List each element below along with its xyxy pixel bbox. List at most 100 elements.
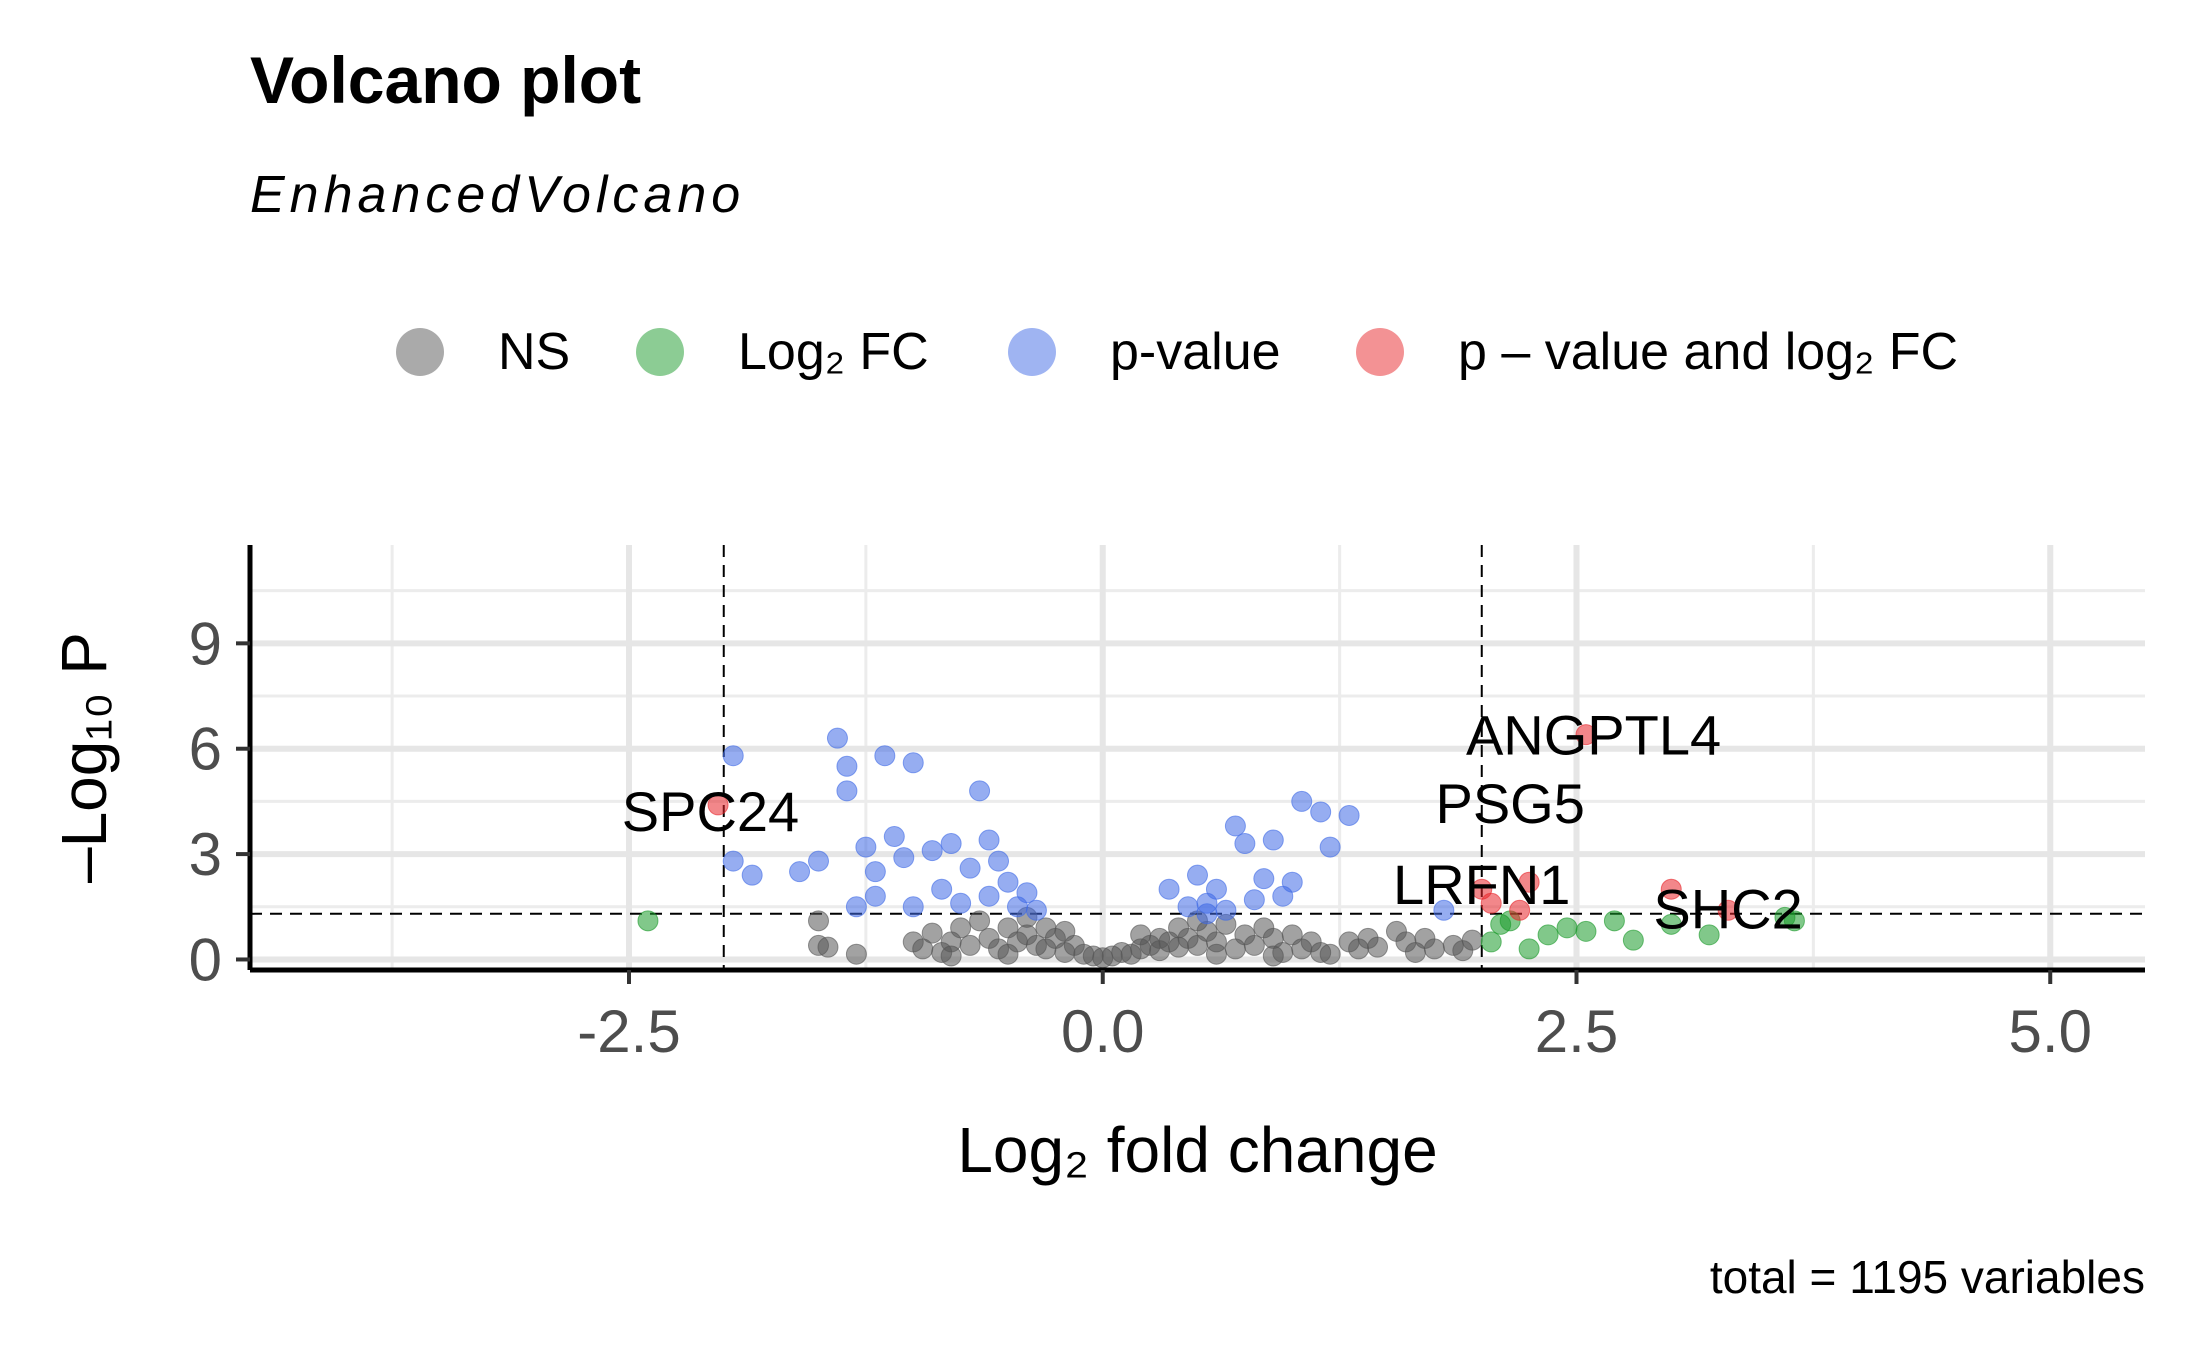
legend-label-pvalue-and-log2fc: p – value and log₂ FC [1458,323,1959,381]
x-tick-label: 0.0 [1061,998,1144,1065]
data-point-0 [1262,945,1284,967]
data-point-0 [1205,943,1227,965]
data-point-2 [864,861,886,883]
data-point-2 [1243,889,1265,911]
data-point-0 [1130,924,1152,946]
gene-label: SHC2 [1653,877,1802,940]
data-point-3 [1575,724,1597,746]
legend-item-log2fc: Log₂ FC [636,322,929,382]
data-point-2 [864,885,886,907]
data-point-2 [883,826,905,848]
data-point-2 [997,871,1019,893]
data-point-2 [855,836,877,858]
data-point-2 [1291,790,1313,812]
data-point-0 [940,945,962,967]
legend-dot-pvalue-and-log2fc [1356,328,1404,376]
data-point-3 [1660,878,1682,900]
data-point-2 [1319,836,1341,858]
data-point-1 [637,910,659,932]
data-point-2 [902,752,924,774]
data-point-2 [1215,899,1237,921]
data-point-0 [817,936,839,958]
data-point-1 [1480,931,1502,953]
data-point-2 [874,745,896,767]
data-point-1 [1660,913,1682,935]
data-point-0 [1319,943,1341,965]
gene-label: SPC24 [622,780,799,843]
data-point-2 [1205,878,1227,900]
data-point-0 [1243,934,1265,956]
legend-item-pvalue-and-log2fc: p – value and log₂ FC [1356,322,1958,382]
data-point-2 [789,861,811,883]
y-tick-label: 0 [189,926,222,993]
chart-title: Volcano plot [250,43,642,117]
legend: NS Log₂ FC p-value p – value and log₂ FC [0,322,2187,402]
data-point-3 [707,794,729,816]
data-point-3 [1480,892,1502,914]
x-tick-label: -2.5 [577,998,680,1065]
data-point-2 [836,780,858,802]
data-point-0 [950,917,972,939]
legend-dot-log2fc [636,328,684,376]
data-point-2 [1234,833,1256,855]
y-tick-label: 6 [189,716,222,783]
data-point-1 [1556,917,1578,939]
data-point-3 [1518,871,1540,893]
data-point-2 [1433,899,1455,921]
data-point-2 [1196,903,1218,925]
legend-dot-ns [396,328,444,376]
data-point-2 [1338,804,1360,826]
data-point-0 [1367,936,1389,958]
x-tick-label: 2.5 [1535,998,1618,1065]
data-point-1 [1783,910,1805,932]
data-point-0 [1054,920,1076,942]
data-point-2 [988,850,1010,872]
legend-label-ns: NS [498,323,571,381]
data-point-2 [741,864,763,886]
data-point-2 [940,833,962,855]
data-point-0 [845,943,867,965]
legend-label-log2fc: Log₂ FC [738,323,929,381]
data-point-2 [1187,864,1208,886]
data-point-2 [1281,871,1303,893]
data-point-2 [1177,896,1199,918]
data-point-2 [722,850,744,872]
data-point-2 [1262,829,1284,851]
data-point-2 [826,727,848,749]
data-point-2 [1224,815,1246,837]
data-point-1 [1518,938,1540,960]
chart-caption: total = 1195 variables [1709,1251,2145,1303]
chart-subtitle: EnhancedVolcano [250,166,746,224]
y-axis-title: –Log₁₀ P [48,632,120,883]
data-point-1 [1603,910,1625,932]
data-point-3 [1509,899,1531,921]
x-axis-title: Log₂ fold change [957,1114,1437,1186]
data-point-0 [997,943,1019,965]
y-tick-label: 3 [189,821,222,888]
gene-label: PSG5 [1435,772,1584,835]
data-point-0 [1461,929,1483,951]
data-point-2 [845,896,867,918]
legend-item-ns: NS [396,322,570,382]
data-point-2 [931,878,953,900]
data-point-2 [978,885,1000,907]
data-point-0 [808,910,829,932]
data-point-2 [722,745,744,767]
data-point-3 [1717,899,1739,921]
data-point-2 [1253,868,1275,890]
gene-label: ANGPTL4 [1466,704,1721,767]
data-point-2 [969,780,991,802]
data-point-2 [959,857,981,879]
data-point-1 [1622,929,1644,951]
data-point-1 [1698,924,1720,946]
data-point-2 [893,847,915,869]
x-tick-label: 5.0 [2009,998,2092,1065]
data-point-2 [1025,899,1047,921]
legend-item-pvalue: p-value [1008,322,1281,382]
legend-label-pvalue: p-value [1110,323,1281,381]
data-point-2 [808,850,829,872]
data-point-0 [921,922,943,944]
gene-label: LRFN1 [1393,853,1570,916]
data-point-2 [1158,878,1180,900]
